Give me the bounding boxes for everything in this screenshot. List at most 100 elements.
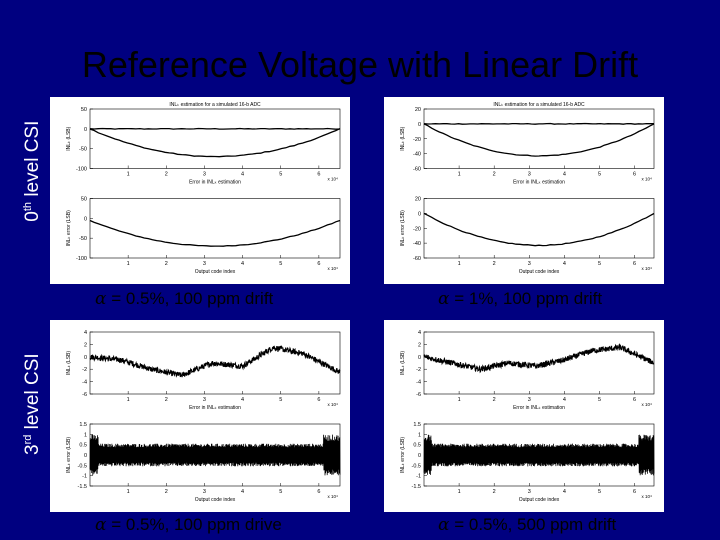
caption-1: α = 0.5%, 100 ppm drift [95,289,273,309]
chart-2-top-xtick-label-4: 5 [598,172,601,178]
chart-1-bottom-xtick-label-2: 3 [203,261,206,267]
row-label-0-base: 0 [22,211,44,222]
chart-4-top-xtick-label-4: 5 [598,397,601,403]
chart-2-top-xmult: x 10⁴ [642,177,653,182]
chart-4-top-frame [423,331,655,395]
chart-4-bottom-xtick-label-2: 3 [528,489,531,495]
chart-1-top-series-0 [89,127,341,130]
chart-1-top-ytick-label-0: 50 [81,107,87,113]
chart-4-bottom-ytick-label-1: 1 [418,432,421,438]
chart-2-top-series-0 [423,122,655,125]
chart-2-top-xtick-label-2: 3 [528,172,531,178]
row-label-1-sup: rd [21,434,34,445]
chart-2-top-xtick-label-1: 2 [493,172,496,178]
chart-2-bottom-ylabel: INLₖ error (LSB) [400,210,406,246]
chart-3-top-ytick-label-4: -4 [82,380,87,386]
chart-2-top-xtick-label-5: 6 [633,172,636,178]
chart-2-bottom-ytick-label-3: -40 [413,241,421,247]
chart-2-bottom-ytick-label-0: 20 [415,197,421,203]
row-label-1-text: level CSI [22,353,44,435]
chart-1-top-ytick-label-3: -100 [76,167,87,173]
caption-4-text: = 0.5%, 500 ppm drift [449,515,617,534]
chart-2-top-ytick-label-0: 20 [415,107,421,113]
chart-1-bottom-xtick-label-0: 1 [127,261,130,267]
chart-1-bottom-xlabel: Output code index [195,269,236,275]
chart-4-top-series-0 [423,343,655,374]
chart-3-top-ytick-label-2: 0 [84,355,87,361]
chart-3-top-ylabel: INLₖ (LSB) [66,351,72,375]
chart-2-bottom-xtick-label-5: 6 [633,261,636,267]
chart-1-bottom-xmult: x 10⁴ [328,266,339,271]
chart-2-top-series-1 [423,123,655,157]
chart-svg-2: INLₖ estimation for a simulated 16-b ADC… [400,102,655,275]
chart-3-top-xtick-label-2: 3 [203,397,206,403]
chart-1-top-xtick-label-2: 3 [203,172,206,178]
chart-1-top-xtick-label-4: 5 [279,172,282,178]
chart-panel-4: 4 2 0 -2 -4 -6 INLₖ (LSB) 1 2 3 4 5 6 x 10⁴ Error in I… [384,320,664,512]
chart-3-top-xtick-label-0: 1 [127,397,130,403]
chart-1-top-xtick-label-1: 2 [165,172,168,178]
chart-4-bottom-xtick-label-5: 6 [633,489,636,495]
chart-3-top-frame [89,331,341,395]
chart-2-bottom-xtick-label-3: 4 [563,261,566,267]
chart-4-top-xtick-label-0: 1 [458,397,461,403]
caption-2-alpha: α [438,289,450,309]
chart-2-top-title: INLₖ estimation for a simulated 16-b ADC [493,102,585,108]
chart-1-bottom-xtick-label-3: 4 [241,261,244,267]
chart-panel-1: INLₖ estimation for a simulated 16-b ADC… [50,97,350,284]
chart-3-bottom-ytick-label-3: 0 [84,453,87,459]
chart-2-bottom-ytick-label-1: 0 [418,211,421,217]
chart-2-bottom-series-0 [423,212,655,247]
chart-1-bottom-ytick-label-2: -50 [79,236,87,242]
chart-3-bottom-ytick-label-6: -1.5 [78,484,87,490]
chart-3-top-ytick-label-0: 4 [84,330,87,336]
chart-3-bottom-xtick-label-2: 3 [203,489,206,495]
chart-4-top-xmult: x 10⁴ [642,402,653,407]
chart-1-bottom-ylabel: INLₖ error (LSB) [66,210,72,246]
chart-2-bottom-frame [423,198,655,259]
chart-3-bottom-ytick-label-4: -0.5 [78,463,87,469]
chart-2-bottom-xtick-label-2: 3 [528,261,531,267]
chart-4-bottom-ytick-label-4: -0.5 [412,463,421,469]
row-label-3rd-level: 3rd level CSI [22,339,44,469]
chart-3-top-xlabel: Error in INLₖ estimation [189,405,241,411]
chart-1-bottom-ytick-label-3: -100 [76,256,87,262]
chart-1-top-series-1 [89,128,341,158]
chart-3-bottom-series-0 [89,434,341,476]
chart-3-top-xtick-label-4: 5 [279,397,282,403]
chart-4-bottom-xmult: x 10⁴ [642,494,653,499]
chart-1-top-ylabel: INLₖ (LSB) [66,126,72,150]
row-label-0-sup: th [21,201,34,212]
caption-3: α = 0.5%, 100 ppm drive [95,515,282,535]
chart-4-bottom-ytick-label-2: 0.5 [413,443,421,449]
chart-3-top-xmult: x 10⁴ [328,402,339,407]
chart-2-top-ylabel: INLₖ (LSB) [400,126,406,150]
chart-1-top-xmult: x 10⁴ [328,177,339,182]
chart-panel-2: INLₖ estimation for a simulated 16-b ADC… [384,97,664,284]
chart-3-bottom-xtick-label-1: 2 [165,489,168,495]
caption-1-text: = 0.5%, 100 ppm drift [106,289,274,308]
chart-1-bottom-xtick-label-4: 5 [279,261,282,267]
chart-4-bottom-ylabel: INLₖ error (LSB) [400,437,406,473]
chart-1-bottom-xtick-label-1: 2 [165,261,168,267]
chart-4-top-xlabel: Error in INLₖ estimation [513,405,565,411]
chart-4-top-xtick-label-3: 4 [563,397,566,403]
chart-1-bottom-frame [89,198,341,259]
chart-1-top-frame [89,108,341,169]
chart-2-bottom-xmult: x 10⁴ [642,266,653,271]
chart-4-bottom-ytick-label-6: -1.5 [412,484,421,490]
chart-4-top-ytick-label-5: -6 [416,392,421,398]
chart-4-top-ytick-label-4: -4 [416,380,421,386]
slide-title: Reference Voltage with Linear Drift [81,44,639,85]
chart-2-bottom-xtick-label-4: 5 [598,261,601,267]
chart-3-bottom-ytick-label-0: 1.5 [79,422,87,428]
chart-4-bottom-xlabel: Output code index [519,497,560,503]
chart-4-bottom-ytick-label-3: 0 [418,453,421,459]
caption-2-text: = 1%, 100 ppm drift [449,289,603,308]
chart-1-bottom-xtick-label-5: 6 [317,261,320,267]
chart-4-bottom-series-0 [423,434,655,476]
chart-2-top-frame [423,108,655,169]
row-label-0-text: level CSI [22,120,44,202]
chart-4-top-ytick-label-1: 2 [418,342,421,348]
chart-4-bottom-ytick-label-0: 1.5 [413,422,421,428]
